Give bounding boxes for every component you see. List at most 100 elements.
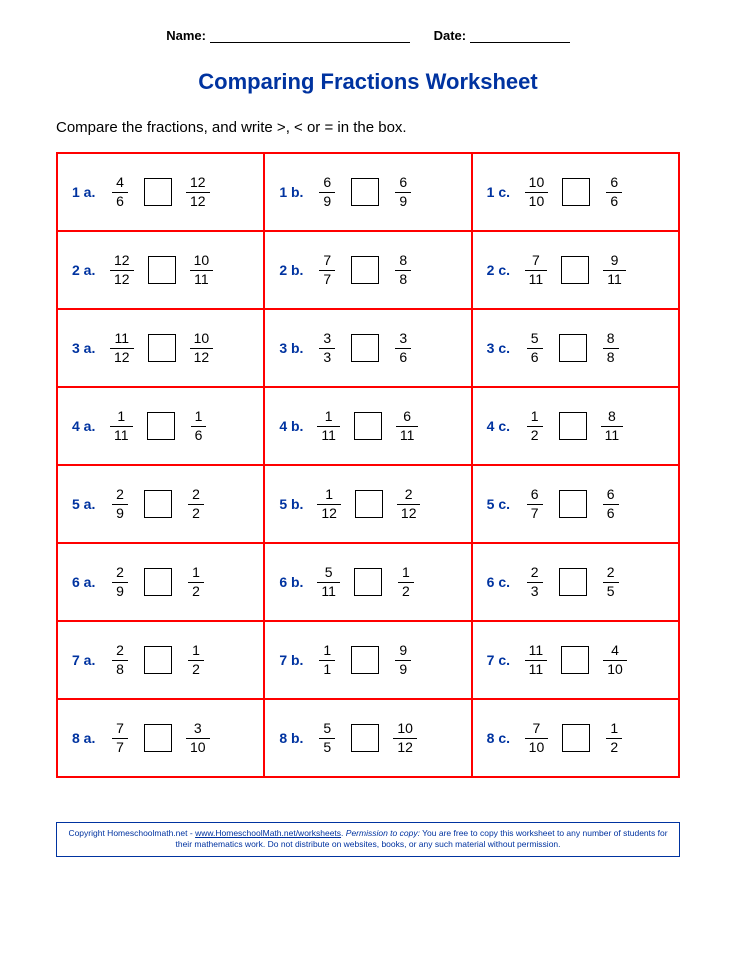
- numerator: 2: [112, 643, 128, 659]
- fraction-left: 23: [525, 565, 545, 599]
- answer-box[interactable]: [354, 412, 382, 440]
- answer-box[interactable]: [147, 412, 175, 440]
- fraction-left: 46: [110, 175, 130, 209]
- name-field: Name:: [166, 28, 409, 43]
- numerator: 7: [112, 721, 128, 737]
- answer-box[interactable]: [144, 724, 172, 752]
- answer-box[interactable]: [562, 178, 590, 206]
- numerator: 2: [603, 565, 619, 581]
- footer: Copyright Homeschoolmath.net - www.Homes…: [56, 822, 680, 857]
- problem-label: 4 c.: [487, 418, 515, 434]
- fraction-left: 1111: [525, 643, 548, 677]
- denominator: 12: [190, 348, 214, 365]
- problem-cell: 3 a.11121012: [57, 309, 264, 387]
- fraction-right: 12: [396, 565, 416, 599]
- problem-cell: 6 b. 511 12: [264, 543, 471, 621]
- denominator: 7: [527, 504, 543, 521]
- problem-cell: 6 a.2912: [57, 543, 264, 621]
- numerator: 1: [188, 565, 204, 581]
- numerator: 4: [112, 175, 128, 191]
- answer-box[interactable]: [562, 724, 590, 752]
- answer-box[interactable]: [354, 568, 382, 596]
- answer-box[interactable]: [144, 568, 172, 596]
- answer-box[interactable]: [559, 568, 587, 596]
- answer-box[interactable]: [355, 490, 383, 518]
- numerator: 6: [399, 409, 415, 425]
- answer-box[interactable]: [144, 646, 172, 674]
- fraction-left: 1212: [110, 253, 134, 287]
- numerator: 1: [321, 409, 337, 425]
- denominator: 11: [110, 426, 133, 443]
- problem-label: 7 c.: [487, 652, 515, 668]
- answer-box[interactable]: [351, 646, 379, 674]
- problem-label: 4 a.: [72, 418, 100, 434]
- fraction-right: 12: [186, 643, 206, 677]
- problem-label: 2 c.: [487, 262, 515, 278]
- denominator: 11: [525, 660, 548, 677]
- problem-label: 7 a.: [72, 652, 100, 668]
- problem-cell: 7 b.1199: [264, 621, 471, 699]
- fraction-right: 88: [393, 253, 413, 287]
- numerator: 12: [186, 175, 210, 191]
- denominator: 9: [112, 504, 128, 521]
- answer-box[interactable]: [351, 334, 379, 362]
- numerator: 6: [395, 175, 411, 191]
- numerator: 2: [112, 565, 128, 581]
- fraction-right: 22: [186, 487, 206, 521]
- answer-box[interactable]: [561, 646, 589, 674]
- problem-label: 1 c.: [487, 184, 515, 200]
- footer-link[interactable]: www.HomeschoolMath.net/worksheets: [195, 828, 341, 838]
- answer-box[interactable]: [559, 490, 587, 518]
- answer-box[interactable]: [559, 334, 587, 362]
- numerator: 6: [527, 487, 543, 503]
- answer-box[interactable]: [351, 724, 379, 752]
- answer-box[interactable]: [144, 178, 172, 206]
- numerator: 7: [529, 721, 545, 737]
- answer-box[interactable]: [148, 334, 176, 362]
- problem-cell: 6 c.2325: [472, 543, 679, 621]
- answer-box[interactable]: [144, 490, 172, 518]
- problem-cell: 8 c.71012: [472, 699, 679, 777]
- fraction-left: 33: [317, 331, 337, 365]
- problem-cell: 4 a.11116: [57, 387, 264, 465]
- problem-label: 3 c.: [487, 340, 515, 356]
- problem-label: 7 b.: [279, 652, 307, 668]
- denominator: 6: [603, 504, 619, 521]
- fraction-left: 511: [317, 565, 340, 599]
- problem-label: 6 b.: [279, 574, 307, 590]
- fraction-left: 12: [525, 409, 545, 443]
- answer-box[interactable]: [559, 412, 587, 440]
- fraction-left: 1112: [110, 331, 134, 365]
- fraction-right: 611: [396, 409, 419, 443]
- numerator: 10: [525, 175, 549, 191]
- denominator: 2: [398, 582, 414, 599]
- fraction-right: 25: [601, 565, 621, 599]
- fraction-left: 111: [110, 409, 133, 443]
- answer-box[interactable]: [148, 256, 176, 284]
- numerator: 8: [603, 331, 619, 347]
- numerator: 1: [527, 409, 543, 425]
- denominator: 10: [525, 738, 549, 755]
- answer-box[interactable]: [351, 256, 379, 284]
- fraction-right: 1012: [393, 721, 417, 755]
- name-blank[interactable]: [210, 42, 410, 43]
- denominator: 8: [603, 348, 619, 365]
- denominator: 2: [188, 504, 204, 521]
- date-blank[interactable]: [470, 42, 570, 43]
- answer-box[interactable]: [561, 256, 589, 284]
- numerator: 2: [527, 565, 543, 581]
- answer-box[interactable]: [351, 178, 379, 206]
- problem-cell: 3 b.3336: [264, 309, 471, 387]
- fraction-left: 77: [317, 253, 337, 287]
- fraction-right: 99: [393, 643, 413, 677]
- numerator: 9: [395, 643, 411, 659]
- fraction-left: 77: [110, 721, 130, 755]
- fraction-right: 911: [603, 253, 626, 287]
- denominator: 12: [317, 504, 341, 521]
- problem-label: 8 b.: [279, 730, 307, 746]
- problem-label: 5 a.: [72, 496, 100, 512]
- fraction-right: 811: [601, 409, 624, 443]
- numerator: 11: [111, 331, 134, 347]
- date-label: Date:: [434, 28, 467, 43]
- fraction-left: 111: [317, 409, 340, 443]
